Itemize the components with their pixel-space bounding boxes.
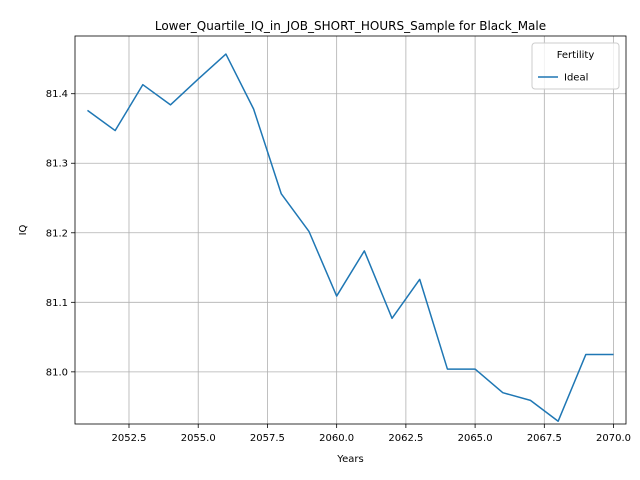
legend-title: Fertility	[557, 50, 595, 61]
y-tick-label: 81.1	[46, 298, 68, 309]
x-tick-label: 2067.5	[527, 433, 562, 444]
x-tick-label: 2055.0	[181, 433, 216, 444]
x-tick-label: 2062.5	[388, 433, 423, 444]
y-tick-label: 81.0	[46, 367, 68, 378]
x-axis-title: Years	[336, 454, 363, 465]
x-tick-label: 2065.0	[458, 433, 493, 444]
legend: Fertility Ideal	[532, 43, 619, 89]
y-axis-title: IQ	[18, 224, 29, 235]
x-tick-label: 2060.0	[319, 433, 354, 444]
x-tick-label: 2052.5	[111, 433, 146, 444]
x-tick-label: 2057.5	[250, 433, 285, 444]
chart-title: Lower_Quartile_IQ_in_JOB_SHORT_HOURS_Sam…	[155, 19, 546, 33]
y-tick-label: 81.4	[46, 89, 68, 100]
y-tick-label: 81.2	[46, 228, 68, 239]
x-tick-label: 2070.0	[596, 433, 631, 444]
legend-label-ideal: Ideal	[564, 73, 588, 84]
y-tick-label: 81.3	[46, 159, 68, 170]
